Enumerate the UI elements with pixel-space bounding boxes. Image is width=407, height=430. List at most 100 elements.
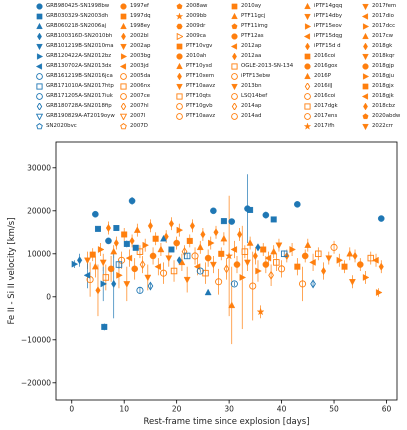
data-point	[147, 221, 153, 230]
legend-marker-shape	[176, 113, 183, 120]
data-point	[256, 307, 265, 316]
legend-marker	[121, 33, 126, 40]
data-point	[244, 259, 251, 267]
data-point	[218, 250, 225, 257]
legend-label: 2009dr	[186, 23, 206, 29]
legend-label: 2008aw	[186, 3, 208, 9]
data-point	[289, 246, 296, 253]
legend-marker-shape	[36, 3, 43, 10]
legend-label: iPTF14dby	[314, 13, 343, 19]
legend-label: GRB180728A-SN2018fip	[46, 103, 112, 109]
legend-label: GRB101219B-SN2010ma	[46, 43, 114, 49]
legend-marker-shape	[37, 33, 42, 40]
legend-marker	[36, 83, 43, 90]
data-point	[107, 265, 115, 273]
legend-marker	[176, 83, 183, 90]
legend-marker	[304, 103, 311, 110]
data-point	[129, 236, 135, 245]
data-point	[97, 246, 105, 253]
legend-marker	[120, 63, 127, 70]
legend-marker	[120, 53, 127, 60]
legend-marker-shape	[120, 43, 127, 50]
legend-marker-shape	[120, 73, 127, 80]
legend-marker	[120, 3, 127, 10]
legend-marker-shape	[120, 23, 127, 30]
legend-marker	[176, 43, 183, 50]
legend-marker-shape	[231, 113, 238, 120]
data-point	[239, 274, 247, 281]
legend-label: PTF12as	[241, 33, 264, 39]
data-point	[101, 323, 108, 330]
data-point	[233, 261, 241, 268]
y-tick-label: 10000	[27, 249, 51, 258]
x-tick-label: 10	[119, 405, 129, 414]
data-point	[213, 228, 219, 237]
legend-label: 2009ca	[186, 33, 206, 39]
data-point	[186, 237, 193, 244]
data-point	[273, 259, 280, 266]
legend-marker	[304, 113, 311, 120]
legend-marker	[304, 13, 311, 20]
legend-marker-shape	[36, 43, 43, 50]
data-point	[152, 235, 159, 242]
data-point	[183, 252, 191, 260]
data-point	[123, 281, 131, 288]
legend-marker	[120, 123, 127, 130]
legend-label: 2007ce	[130, 93, 150, 99]
legend-marker-shape	[304, 33, 311, 40]
legend-label: 2002bl	[130, 33, 149, 39]
data-point	[294, 201, 301, 208]
legend-marker	[231, 93, 238, 100]
data-point	[268, 270, 274, 280]
legend-marker	[120, 103, 127, 110]
data-point	[102, 274, 110, 281]
legend-marker	[36, 23, 43, 30]
data-point	[136, 286, 144, 294]
legend-marker-shape	[363, 43, 368, 50]
legend-marker-shape	[231, 63, 238, 70]
data-point	[91, 262, 99, 270]
legend-marker-shape	[362, 33, 369, 40]
legend-marker	[36, 13, 43, 20]
legend-marker-shape	[362, 123, 369, 130]
data-point	[375, 289, 383, 296]
legend-marker-shape	[120, 93, 127, 100]
y-tick-label: −10000	[21, 335, 51, 344]
data-point	[136, 248, 144, 255]
data-point	[352, 251, 358, 261]
legend-label: PTF10aavz	[186, 83, 216, 89]
legend-marker-shape	[304, 83, 311, 90]
legend-label: iPTF13ebw	[241, 73, 271, 79]
data-point	[228, 301, 236, 309]
data-point	[209, 261, 217, 269]
legend-marker-shape	[232, 53, 237, 60]
legend-label: 2020abdw	[372, 113, 401, 119]
legend-marker-shape	[120, 63, 127, 70]
data-point	[176, 256, 182, 265]
legend-marker	[304, 93, 311, 100]
data-point	[89, 251, 96, 258]
legend-marker	[362, 113, 369, 120]
data-point	[95, 286, 101, 295]
legend-marker	[176, 33, 183, 40]
legend-label: 1997ef	[130, 3, 149, 9]
y-axis-label: Fe II - Si II velocity [km/s]	[7, 217, 17, 324]
legend-marker	[176, 13, 183, 20]
data-point	[142, 241, 150, 249]
data-point	[270, 247, 278, 255]
legend-marker	[176, 53, 183, 60]
legend-marker-shape	[362, 83, 369, 90]
legend-marker-shape	[120, 3, 127, 10]
data-point	[215, 278, 223, 286]
legend-marker	[304, 53, 311, 60]
legend-marker	[120, 23, 127, 30]
data-point	[262, 211, 270, 219]
legend-marker	[231, 63, 238, 70]
legend-marker	[304, 73, 311, 80]
data-point	[204, 288, 212, 296]
x-axis-label: Rest-frame time since explosion [days]	[143, 417, 309, 427]
legend-marker-shape	[231, 93, 238, 100]
data-point	[315, 250, 322, 258]
y-axis-ticks: −20000 −10000 0 10000 20000 30000	[21, 163, 56, 387]
legend-marker-shape	[176, 23, 183, 30]
